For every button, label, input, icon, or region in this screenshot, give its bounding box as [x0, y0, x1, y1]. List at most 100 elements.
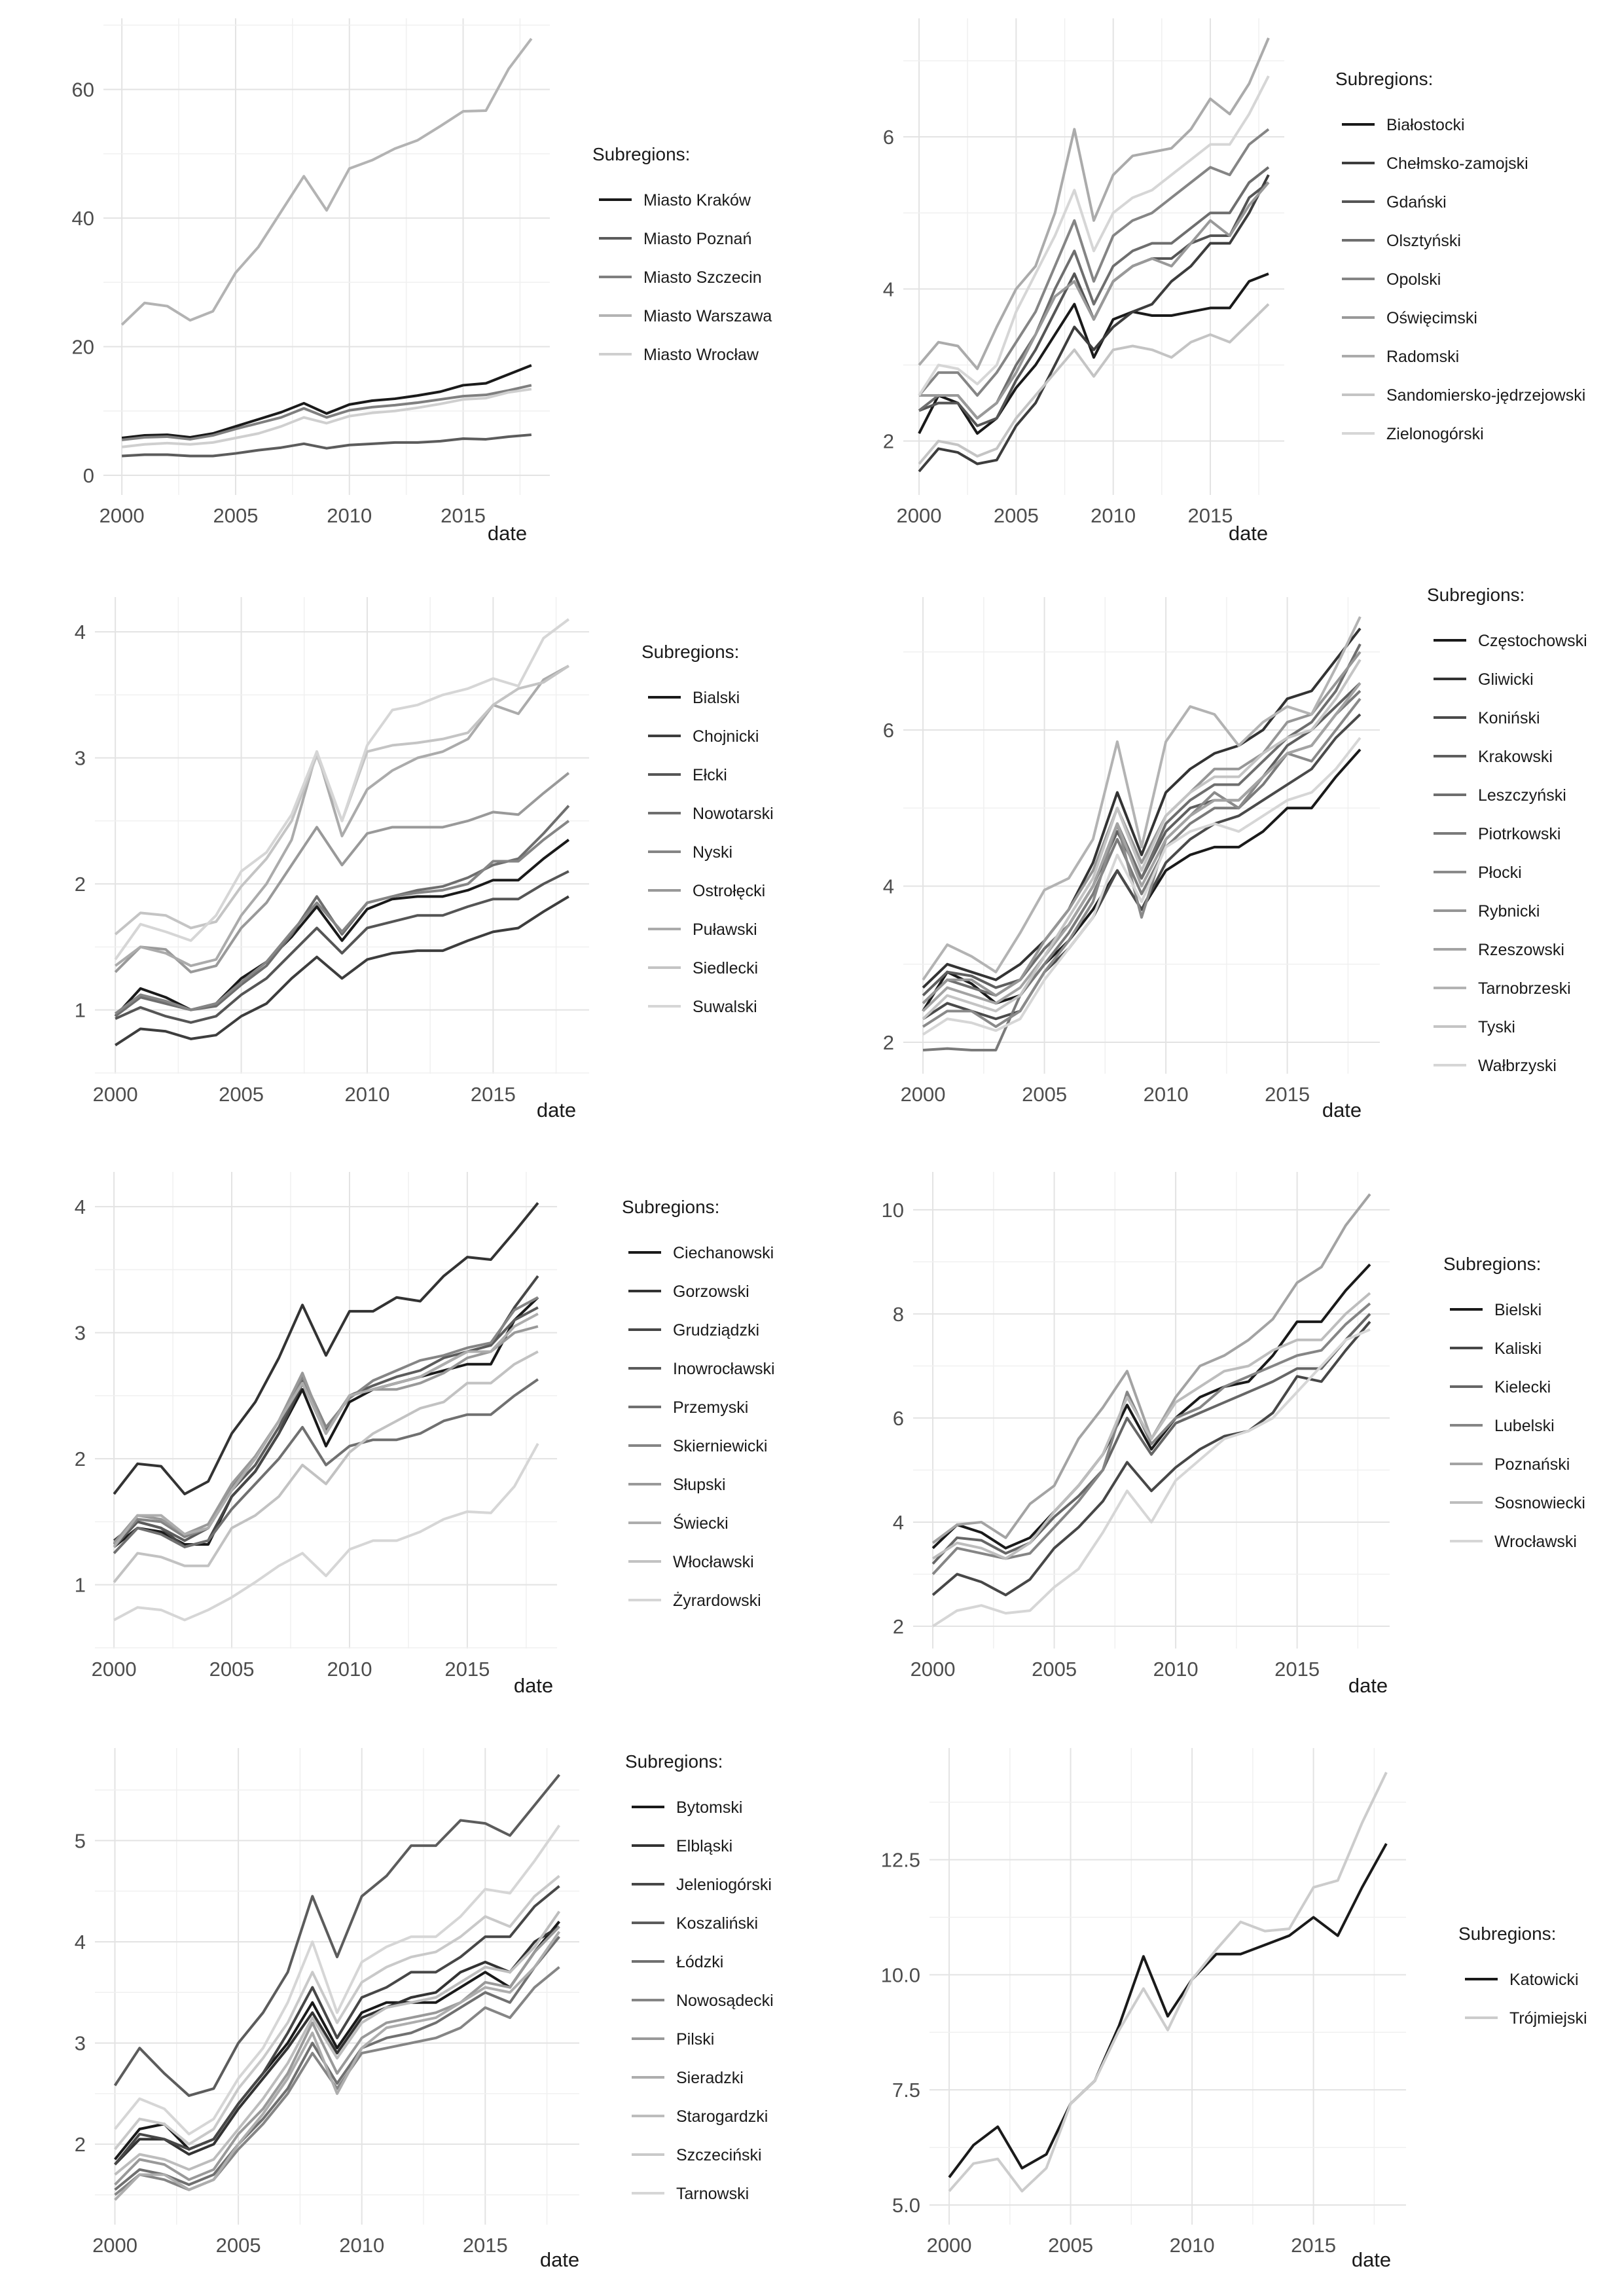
- series-line-przemyski: [113, 1378, 539, 1554]
- legend-label: Koszaliński: [676, 1914, 758, 1933]
- series-line-żyrardowski: [113, 1443, 539, 1622]
- legend: Subregions: Bytomski Elbląski Jeleniogórski…: [625, 1751, 774, 2203]
- legend-label: Starogardzki: [676, 2107, 768, 2126]
- y-tick-label: 10.0: [881, 1963, 920, 1986]
- legend-label: Nyski: [693, 843, 732, 862]
- y-tick-label: 2: [75, 1448, 86, 1470]
- series-line-opolski: [918, 128, 1270, 397]
- legend-label: Ełcki: [693, 766, 727, 784]
- y-tick-label: 3: [75, 1322, 86, 1345]
- x-tick-label: 2010: [327, 1658, 372, 1681]
- x-tick-label: 2000: [99, 504, 145, 527]
- legend-label: Inowrocławski: [673, 1360, 775, 1378]
- y-tick-label: 5: [75, 1829, 86, 1852]
- legend-label: Sieradzki: [676, 2069, 744, 2087]
- legend-label: Zielonogórski: [1386, 425, 1484, 443]
- series-line-starogardzki: [114, 1910, 561, 2176]
- series-line-częstochowski: [922, 748, 1362, 1012]
- legend-label: Puławski: [693, 920, 757, 939]
- y-tick-label: 4: [883, 875, 894, 898]
- legend-label: Tarnobrzeski: [1478, 979, 1571, 998]
- legend-title: Subregions:: [1427, 585, 1525, 605]
- legend-label: Miasto Kraków: [643, 191, 751, 210]
- legend-label: Świecki: [673, 1513, 729, 1533]
- y-tick-label: 4: [883, 278, 894, 301]
- x-tick-label: 2000: [92, 2234, 137, 2257]
- x-tick-label: 2010: [1144, 1083, 1189, 1106]
- series-line-włocławski: [113, 1350, 539, 1583]
- y-tick-label: 2: [75, 873, 86, 896]
- y-tick-label: 10: [882, 1199, 904, 1222]
- legend-label: Wałbrzyski: [1478, 1057, 1557, 1075]
- series-line-ostrołęcki: [114, 772, 570, 974]
- y-tick-label: 4: [893, 1511, 904, 1534]
- legend-label: Skierniewicki: [673, 1437, 767, 1455]
- legend-label: Olsztyński: [1386, 232, 1461, 250]
- legend-label: Bielski: [1494, 1301, 1542, 1319]
- series-line-trójmiejski: [948, 1772, 1388, 2193]
- x-axis-title: date: [514, 1674, 553, 1697]
- x-tick-label: 2015: [444, 1658, 490, 1681]
- series-line-tyski: [922, 659, 1362, 1020]
- series-line-rzeszowski: [922, 682, 1362, 1012]
- grid: [903, 18, 1284, 495]
- legend-label: Jeleniogórski: [676, 1876, 772, 1894]
- y-tick-label: 4: [75, 1195, 86, 1218]
- legend: Subregions: Katowicki Trójmiejski: [1458, 1923, 1587, 2028]
- series-line-sandomiersko-jędrzejowski: [918, 303, 1270, 465]
- x-axis-title: date: [488, 522, 527, 545]
- y-tick-label: 6: [883, 719, 894, 742]
- series-line-rybnicki: [922, 651, 1362, 1004]
- y-tick-label: 2: [883, 1031, 894, 1054]
- y-tick-label: 2: [883, 430, 894, 453]
- legend-title: Subregions:: [1443, 1254, 1541, 1274]
- series-line-białostocki: [918, 272, 1269, 435]
- series-line-puławski: [114, 665, 569, 968]
- series-line-wałbrzyski: [922, 737, 1362, 1036]
- legend-label: Nowotarski: [693, 805, 774, 823]
- x-tick-label: 2015: [1187, 504, 1233, 527]
- x-tick-label: 2010: [1153, 1658, 1199, 1681]
- x-tick-label: 2010: [1091, 504, 1136, 527]
- series-line-nowosądecki: [114, 1966, 560, 2196]
- x-tick-label: 2015: [1265, 1083, 1310, 1106]
- legend-label: Płocki: [1478, 864, 1522, 882]
- grid: [913, 1172, 1390, 1649]
- legend-label: Chojnicki: [693, 727, 759, 746]
- x-tick-label: 2000: [92, 1658, 137, 1681]
- legend-label: Ostrołęcki: [693, 882, 765, 900]
- legend-title: Subregions:: [641, 642, 739, 662]
- series-line-elbląski: [114, 1925, 560, 2166]
- series-line-ełcki: [115, 870, 569, 1024]
- x-tick-label: 2005: [219, 1083, 264, 1106]
- series-lines: [113, 1202, 539, 1622]
- series-line-grudziądzki: [113, 1275, 539, 1548]
- y-tick-label: 2: [75, 2133, 86, 2156]
- series-line-gliwicki: [922, 627, 1362, 989]
- series-line-sosnowiecki: [931, 1292, 1371, 1560]
- series-line-koniński: [922, 713, 1362, 1021]
- x-tick-label: 2010: [1170, 2234, 1215, 2257]
- legend-label: Lubelski: [1494, 1417, 1555, 1435]
- legend-label: Leszczyński: [1478, 786, 1566, 805]
- legend-title: Subregions:: [592, 144, 690, 164]
- series-line-sieradzki: [114, 1931, 561, 2201]
- legend-label: Elbląski: [676, 1837, 732, 1855]
- legend-label: Suwalski: [693, 998, 757, 1016]
- y-tick-label: 40: [72, 207, 94, 230]
- legend-label: Miasto Szczecin: [643, 268, 762, 287]
- series-lines: [113, 1774, 561, 2201]
- legend-title: Subregions:: [1335, 69, 1433, 89]
- series-line-leszczyński: [922, 643, 1362, 1004]
- grid: [903, 597, 1380, 1074]
- series-line-tarnobrzeski: [922, 616, 1362, 981]
- series-lines: [918, 37, 1270, 473]
- series-line-kaliski: [931, 1321, 1371, 1597]
- series-line-chojnicki: [115, 895, 569, 1047]
- x-tick-label: 2015: [1291, 2234, 1336, 2257]
- grid: [103, 18, 550, 495]
- series-line-koszaliński: [113, 1774, 561, 2097]
- y-tick-label: 2: [893, 1615, 904, 1638]
- legend-label: Żyrardowski: [673, 1591, 761, 1610]
